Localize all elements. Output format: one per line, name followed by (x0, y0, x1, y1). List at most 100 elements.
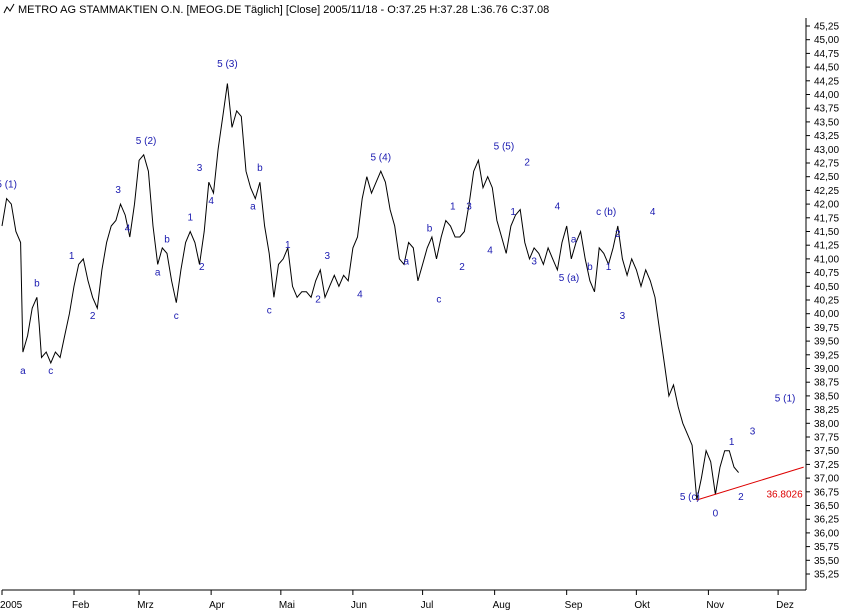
wave-label: 2 (90, 311, 96, 322)
chart-title: METRO AG STAMMAKTIEN O.N. [MEOG.DE Tägli… (18, 4, 549, 16)
y-tick-label: 37,00 (814, 474, 839, 485)
title-bar: METRO AG STAMMAKTIEN O.N. [MEOG.DE Tägli… (3, 3, 549, 16)
wave-label: c (174, 311, 179, 322)
wave-label: c (b) (596, 207, 616, 218)
y-tick-label: 40,75 (814, 268, 839, 279)
price-line (1, 83, 739, 501)
y-tick-label: 41,00 (814, 254, 839, 265)
wave-label: c (436, 295, 441, 306)
y-tick-label: 39,50 (814, 337, 839, 348)
wave-label: 5 (5) (494, 141, 515, 152)
y-tick-label: 44,75 (814, 49, 839, 60)
wave-label: 5 (a) (559, 273, 580, 284)
wave-label: c (48, 366, 53, 377)
wave-label: a (571, 234, 577, 245)
wave-label: 2 (524, 158, 530, 169)
wave-label: b (164, 234, 170, 245)
wave-label: 1 (187, 213, 193, 224)
y-tick-label: 38,00 (814, 419, 839, 430)
wave-labels: 5 (1) a b c 1 2 3 4 5 (2) a b c 1 2 3 4 5 (3) b a c 1 2 3 4 5 (4… (0, 59, 795, 519)
x-tick-label: Jul (421, 600, 434, 611)
wave-label: b (587, 262, 593, 273)
wave-label: 5 (1) (775, 393, 796, 404)
wave-label: 3 (197, 163, 203, 174)
y-tick-label: 35,25 (814, 570, 839, 581)
y-tick-label: 36,25 (814, 515, 839, 526)
wave-label: a (404, 256, 410, 267)
y-tick-label: 39,75 (814, 323, 839, 334)
wave-label: 3 (750, 426, 756, 437)
y-tick-label: 41,50 (814, 227, 839, 238)
y-tick-label: 42,75 (814, 159, 839, 170)
y-tick-label: 38,75 (814, 378, 839, 389)
wave-label: 3 (531, 256, 537, 267)
wave-label: a (155, 267, 161, 278)
wave-label: 4 (487, 245, 493, 256)
y-tick-label: 41,75 (814, 213, 839, 224)
wave-label: 2 (615, 229, 621, 240)
wave-label: 1 (285, 240, 291, 251)
wave-label: 0 (713, 508, 719, 519)
y-tick-label: 44,25 (814, 76, 839, 87)
trendline: 36.8026 (696, 466, 804, 501)
y-tick-label: 35,75 (814, 542, 839, 553)
y-tick-label: 43,25 (814, 131, 839, 142)
x-tick-label: Jun (351, 600, 367, 611)
x-tick-label: Sep (565, 600, 583, 611)
y-tick-label: 39,00 (814, 364, 839, 375)
wave-label: 4 (208, 196, 214, 207)
wave-label: 1 (69, 251, 75, 262)
wave-label: 1 (606, 262, 612, 273)
x-tick-label: Okt (634, 600, 650, 611)
price-series (1, 83, 739, 501)
wave-label: 4 (650, 207, 656, 218)
y-tick-label: 36,00 (814, 528, 839, 539)
y-tick-label: 42,00 (814, 200, 839, 211)
wave-label: 2 (459, 262, 465, 273)
y-tick-label: 45,00 (814, 35, 839, 46)
wave-label: a (250, 202, 256, 213)
wave-label: 4 (555, 202, 561, 213)
y-tick-label: 43,00 (814, 145, 839, 156)
y-tick-label: 42,25 (814, 186, 839, 197)
wave-label: c (267, 306, 272, 317)
x-tick-label: Nov (706, 600, 724, 611)
wave-label: 5 (4) (370, 152, 391, 163)
wave-label: 2 (315, 295, 321, 306)
y-tick-label: 45,25 (814, 22, 839, 33)
y-tick-label: 42,50 (814, 172, 839, 183)
y-tick-label: 40,00 (814, 309, 839, 320)
x-tick-label: Mai (279, 600, 295, 611)
y-tick-label: 37,75 (814, 433, 839, 444)
wave-label: b (257, 163, 263, 174)
wave-label: 4 (357, 289, 363, 300)
wave-label: b (34, 278, 40, 289)
y-tick-label: 43,50 (814, 117, 839, 128)
axes: 45,25 45,00 44,75 44,50 44,25 44,00 43,75 43,50… (0, 18, 839, 611)
chart-type-icon (3, 3, 15, 14)
y-tick-label: 41,25 (814, 241, 839, 252)
y-tick-label: 39,25 (814, 350, 839, 361)
y-tick-label: 36,75 (814, 487, 839, 498)
trendline-line (696, 466, 804, 501)
wave-label: 3 (115, 185, 121, 196)
y-tick-label: 38,25 (814, 405, 839, 416)
wave-label: 5 (2) (136, 136, 157, 147)
wave-label: 4 (125, 224, 131, 235)
wave-label: 2 (738, 492, 744, 503)
y-tick-label: 35,50 (814, 556, 839, 567)
wave-label: 1 (510, 207, 516, 218)
x-tick-label: Dez (776, 600, 794, 611)
x-tick-label: Apr (209, 600, 225, 611)
wave-label: 1 (729, 437, 735, 448)
y-tick-label: 44,50 (814, 63, 839, 74)
x-tick-label: Feb (72, 600, 90, 611)
wave-label: 3 (620, 311, 626, 322)
wave-label: 3 (466, 202, 472, 213)
y-tick-label: 36,50 (814, 501, 839, 512)
y-tick-label: 38,50 (814, 391, 839, 402)
x-tick-label: Aug (493, 600, 511, 611)
wave-label: 3 (325, 251, 331, 262)
